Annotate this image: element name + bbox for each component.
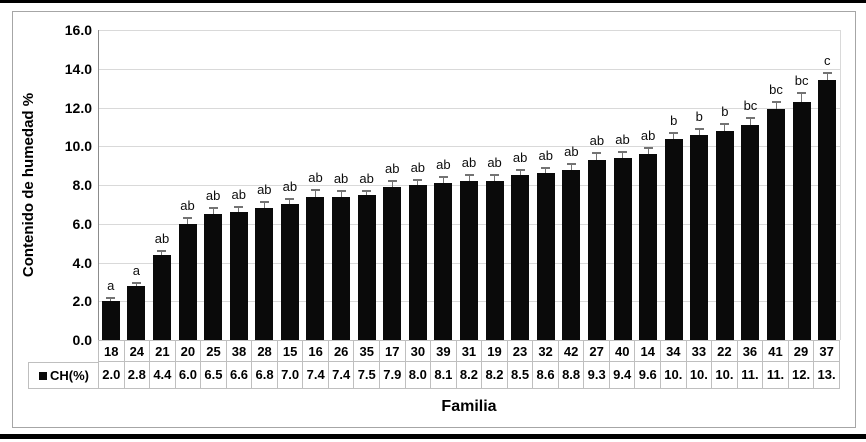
table-value-cell: 4.4 [149, 362, 175, 388]
table-category-cell: 15 [276, 341, 303, 361]
table-value-cell: 7.0 [276, 362, 303, 388]
table-category-cell: 18 [98, 341, 124, 361]
table-value-cell: 13. [813, 362, 839, 388]
table-value-cell: 8.2 [481, 362, 507, 388]
table-value-cell: 7.5 [353, 362, 379, 388]
table-category-cell: 30 [404, 341, 431, 361]
table-category-cell: 40 [608, 341, 635, 361]
table-value-cell: 10. [660, 362, 686, 388]
table-value-cell: 2.0 [98, 362, 124, 388]
table-category-cell: 16 [302, 341, 328, 361]
table-value-cell: 7.4 [327, 362, 354, 388]
table-category-cell: 29 [787, 341, 814, 361]
table-category-cell: 33 [685, 341, 712, 361]
table-value-cell: 11. [762, 362, 788, 388]
table-category-cell: 14 [634, 341, 660, 361]
data-table-category-row: 18 24 21 20 25 38 28 15 16 26 35 17 30 39 31 19 23 32 42 27… [98, 340, 840, 362]
legend-key-icon [39, 371, 47, 380]
table-value-cell: 8.6 [532, 362, 558, 388]
table-category-cell: 27 [583, 341, 609, 361]
table-value-cell: 2.8 [123, 362, 150, 388]
chart-frame [12, 11, 856, 428]
table-value-cell: 9.6 [634, 362, 660, 388]
table-value-cell: 8.0 [404, 362, 431, 388]
table-category-cell: 17 [379, 341, 405, 361]
table-category-cell: 21 [149, 341, 175, 361]
table-category-cell: 31 [455, 341, 482, 361]
top-rule [0, 0, 866, 3]
data-table-value-row: 2.0 2.8 4.4 6.0 6.5 6.6 6.8 7.0 7.4 7.4 7.5 7.9 8.0 8… [98, 362, 840, 389]
table-value-cell: 7.9 [379, 362, 405, 388]
table-value-cell: 8.2 [455, 362, 482, 388]
table-value-cell: 6.6 [225, 362, 252, 388]
x-axis-title: Familia [441, 398, 497, 415]
table-value-cell: 12. [787, 362, 814, 388]
table-category-cell: 22 [711, 341, 737, 361]
table-value-cell: 6.8 [251, 362, 277, 388]
table-value-cell: 10. [711, 362, 737, 388]
table-category-cell: 24 [123, 341, 150, 361]
table-category-cell: 32 [532, 341, 558, 361]
legend-label: CH(%) [50, 368, 89, 383]
table-value-cell: 10. [685, 362, 712, 388]
table-category-cell: 25 [200, 341, 226, 361]
y-axis-title: Contenido de humedad % [20, 92, 37, 278]
table-category-cell: 26 [327, 341, 354, 361]
legend-cell: CH(%) [28, 362, 99, 389]
bottom-rule [0, 434, 866, 439]
table-value-cell: 8.5 [506, 362, 533, 388]
table-category-cell: 37 [813, 341, 839, 361]
table-value-cell: 8.8 [557, 362, 584, 388]
table-category-cell: 39 [430, 341, 456, 361]
table-value-cell: 9.3 [583, 362, 609, 388]
table-category-cell: 20 [174, 341, 201, 361]
table-value-cell: 11. [736, 362, 763, 388]
table-category-cell: 35 [353, 341, 379, 361]
table-value-cell: 9.4 [608, 362, 635, 388]
table-category-cell: 34 [660, 341, 686, 361]
table-category-cell: 41 [762, 341, 788, 361]
table-value-cell: 6.0 [174, 362, 201, 388]
table-value-cell: 7.4 [302, 362, 328, 388]
table-category-cell: 23 [506, 341, 533, 361]
table-category-cell: 28 [251, 341, 277, 361]
table-category-cell: 42 [557, 341, 584, 361]
table-category-cell: 38 [225, 341, 252, 361]
table-category-cell: 36 [736, 341, 763, 361]
table-value-cell: 6.5 [200, 362, 226, 388]
table-value-cell: 8.1 [430, 362, 456, 388]
table-category-cell: 19 [481, 341, 507, 361]
